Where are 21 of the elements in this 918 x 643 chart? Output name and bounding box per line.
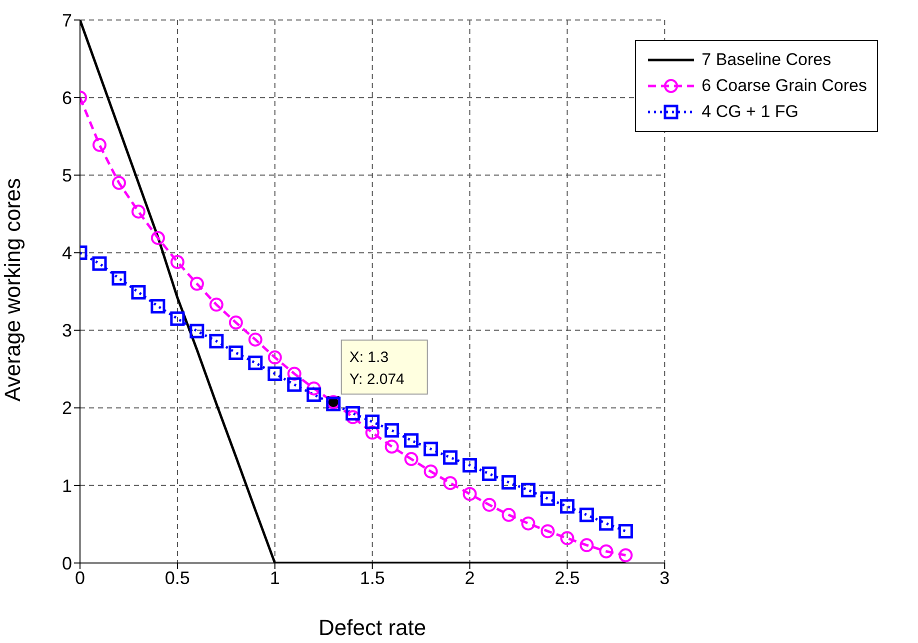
- x-tick-label: 3: [660, 568, 670, 588]
- y-tick-label: 4: [62, 243, 72, 264]
- y-tick-label: 0: [62, 553, 72, 574]
- x-tick-label: 1: [270, 568, 280, 588]
- x-tick-label: 2.5: [554, 568, 580, 588]
- x-tick-label: 0: [74, 568, 86, 588]
- annotation: X: 1.3 Y: 2.074: [349, 349, 404, 388]
- y-tick-label: 1: [62, 476, 72, 496]
- y-tick-label: 2: [62, 398, 72, 418]
- legend-label: 6 Coarse Grain Cores: [702, 76, 867, 96]
- y-tick-label: 7: [62, 10, 72, 30]
- legend-label: 7 Baseline Cores: [702, 50, 832, 70]
- y-tick-label: 6: [62, 88, 72, 108]
- legend-label: 4 CG + 1 FG: [702, 102, 798, 122]
- x-tick-label: 0.5: [164, 568, 190, 588]
- y-tick-label: 3: [62, 320, 72, 341]
- x-tick-label: 2: [464, 568, 475, 588]
- x-axis-title: Defect rate: [318, 615, 426, 640]
- y-tick-label: 5: [62, 166, 72, 186]
- x-tick-label: 1.5: [360, 568, 385, 588]
- y-axis-title: Average working cores: [0, 178, 25, 402]
